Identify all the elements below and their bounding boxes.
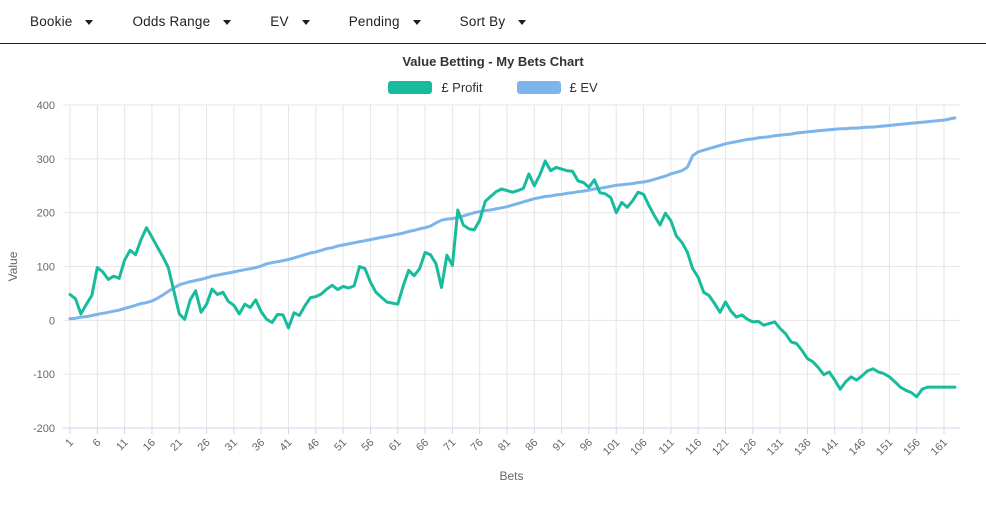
- x-axis-title: Bets: [499, 469, 523, 483]
- y-tick-label: 0: [49, 315, 55, 327]
- x-tick-label: 146: [847, 437, 868, 458]
- odds-range-dropdown[interactable]: Odds Range: [132, 14, 232, 29]
- x-tick-label: 51: [332, 437, 349, 454]
- bookie-dropdown[interactable]: Bookie: [30, 14, 94, 29]
- profit-legend-swatch: [388, 81, 433, 94]
- y-tick-label: -200: [33, 423, 55, 435]
- pending-dropdown[interactable]: Pending: [349, 14, 421, 29]
- x-tick-label: 71: [441, 437, 458, 454]
- x-tick-label: 151: [874, 437, 895, 458]
- x-tick-label: 131: [765, 437, 786, 458]
- series-lines: [68, 116, 957, 399]
- odds-range-dropdown-label: Odds Range: [132, 14, 211, 29]
- sort-by-dropdown-label: Sort By: [459, 14, 506, 29]
- x-tick-label: 161: [929, 437, 950, 458]
- sort-by-dropdown[interactable]: Sort By: [460, 14, 527, 29]
- y-tick-label: 100: [37, 262, 55, 274]
- x-tick-label: 121: [710, 437, 731, 458]
- chevron-down-icon: [85, 19, 94, 25]
- x-tick-label: 101: [601, 437, 622, 458]
- gridlines: [63, 104, 960, 434]
- y-tick-label: 400: [37, 100, 55, 112]
- y-tick-label: 200: [37, 208, 55, 220]
- x-tick-label: 31: [223, 437, 240, 454]
- x-tick-label: 106: [628, 437, 649, 458]
- x-tick-label: 56: [359, 437, 376, 454]
- chart-legend: £ Profit £ EV: [0, 80, 986, 95]
- ev-dropdown[interactable]: EV: [270, 14, 310, 29]
- x-tick-label: 81: [496, 437, 513, 454]
- x-tick-label: 76: [469, 437, 486, 454]
- y-tick-label: -100: [33, 369, 55, 381]
- x-tick-label: 126: [737, 437, 758, 458]
- x-tick-label: 111: [657, 437, 677, 457]
- x-tick-label: 36: [250, 437, 267, 454]
- x-tick-label: 61: [387, 437, 404, 454]
- x-tick-label: 66: [414, 437, 431, 454]
- chart-title: Value Betting - My Bets Chart: [402, 54, 584, 69]
- x-tick-label: 11: [114, 437, 131, 454]
- pending-dropdown-label: Pending: [348, 14, 400, 29]
- chevron-down-icon: [223, 19, 232, 25]
- chevron-down-icon: [518, 19, 527, 25]
- ev-dropdown-label: EV: [270, 14, 289, 29]
- bookie-dropdown-label: Bookie: [30, 14, 73, 29]
- x-tick-label: 6: [91, 437, 104, 450]
- y-tick-label: 300: [37, 154, 55, 166]
- x-tick-label: 141: [819, 437, 840, 458]
- y-axis-title: Value: [6, 251, 20, 281]
- ev-line[interactable]: [68, 116, 957, 321]
- x-tick-label: 136: [792, 437, 813, 458]
- x-tick-label: 41: [277, 437, 294, 454]
- ev-legend-swatch: [516, 81, 561, 94]
- legend-item-ev[interactable]: £ EV: [516, 80, 598, 95]
- x-tick-label: 156: [901, 437, 922, 458]
- chevron-down-icon: [412, 19, 421, 25]
- x-tick-label: 26: [196, 437, 213, 454]
- ev-legend-label: £ EV: [569, 80, 598, 95]
- x-tick-label: 91: [551, 437, 568, 454]
- legend-item-profit[interactable]: £ Profit: [388, 80, 483, 95]
- x-tick-label: 16: [141, 437, 158, 454]
- profit-legend-label: £ Profit: [441, 80, 483, 95]
- x-tick-label: 21: [168, 437, 185, 454]
- x-tick-label: 116: [683, 437, 704, 458]
- x-tick-label: 46: [305, 437, 322, 454]
- filter-toolbar: Bookie Odds Range EV Pending Sort By: [0, 0, 986, 44]
- x-tick-label: 96: [578, 437, 595, 454]
- profit-line[interactable]: [68, 159, 957, 399]
- x-tick-label: 1: [63, 437, 76, 450]
- chevron-down-icon: [301, 19, 310, 25]
- x-tick-label: 86: [523, 437, 540, 454]
